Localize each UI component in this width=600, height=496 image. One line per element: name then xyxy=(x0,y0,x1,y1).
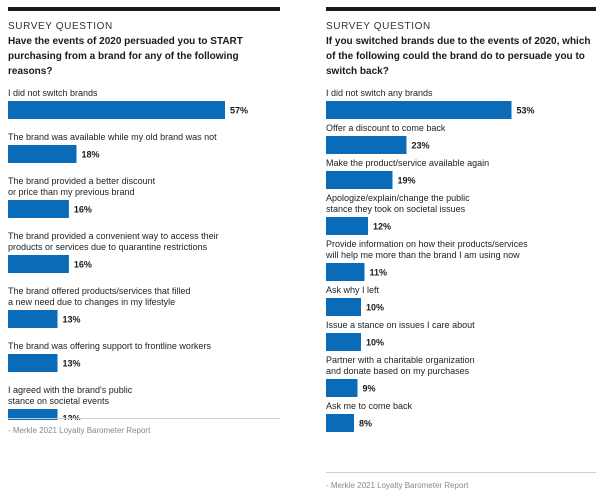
category-label: Ask why I left xyxy=(326,285,380,295)
bar xyxy=(8,409,58,420)
bar xyxy=(326,414,354,432)
category-label: stance they took on societal issues xyxy=(326,204,466,214)
bar xyxy=(8,200,69,218)
value-label: 8% xyxy=(359,419,372,429)
category-label: The brand was offering support to frontl… xyxy=(8,341,211,351)
source-divider xyxy=(326,472,596,473)
value-label: 10% xyxy=(366,303,384,313)
value-label: 13% xyxy=(63,414,81,421)
category-label: The brand provided a convenient way to a… xyxy=(8,231,219,241)
survey-question-text: Have the events of 2020 persuaded you to… xyxy=(8,36,243,77)
bar xyxy=(326,298,361,316)
category-label: Make the product/service available again xyxy=(326,158,489,168)
value-label: 11% xyxy=(370,268,388,278)
category-label: I agreed with the brand's public xyxy=(8,385,133,395)
value-label: 10% xyxy=(366,338,384,348)
survey-question-kicker: SURVEY QUESTION xyxy=(8,21,113,32)
value-label: 16% xyxy=(74,260,92,270)
top-rule xyxy=(326,7,596,11)
bar xyxy=(326,171,393,189)
value-label: 57% xyxy=(230,106,248,116)
left-bar-chart: I did not switch brands 57% The brand was … xyxy=(8,88,248,421)
category-label: Apologize/explain/change the public xyxy=(326,193,470,203)
category-label: or price than my previous brand xyxy=(8,187,135,197)
source-note: - Merkle 2021 Loyalty Barometer Report xyxy=(326,481,469,490)
category-label: The brand provided a better discount xyxy=(8,176,156,186)
bar xyxy=(8,354,58,372)
value-label: 9% xyxy=(363,384,376,394)
bar xyxy=(326,379,358,397)
category-label: The brand was available while my old bra… xyxy=(8,132,217,142)
category-label: I did not switch any brands xyxy=(326,88,433,98)
bar xyxy=(326,101,512,119)
survey-question-text: If you switched brands due to the events… xyxy=(326,36,591,77)
category-label: Offer a discount to come back xyxy=(326,123,446,133)
bar xyxy=(326,333,361,351)
category-label: Provide information on how their product… xyxy=(326,239,528,249)
value-label: 23% xyxy=(412,141,430,151)
value-label: 18% xyxy=(82,150,100,160)
category-label: Ask me to come back xyxy=(326,401,413,411)
bar xyxy=(8,145,77,163)
bar xyxy=(326,136,407,154)
value-label: 12% xyxy=(373,222,391,232)
value-label: 13% xyxy=(63,359,81,369)
category-label: Issue a stance on issues I care about xyxy=(326,320,475,330)
category-label: a new need due to changes in my lifestyl… xyxy=(8,297,175,307)
bar xyxy=(326,263,365,281)
category-label: stance on societal events xyxy=(8,396,110,406)
bar xyxy=(8,310,58,328)
source-divider xyxy=(8,418,280,419)
value-label: 53% xyxy=(517,106,535,116)
bar xyxy=(8,255,69,273)
top-rule xyxy=(8,7,280,11)
value-label: 19% xyxy=(398,176,416,186)
category-label: products or services due to quarantine r… xyxy=(8,242,208,252)
category-label: Partner with a charitable organization xyxy=(326,355,475,365)
category-label: The brand offered products/services that… xyxy=(8,286,190,296)
category-label: and donate based on my purchases xyxy=(326,366,470,376)
value-label: 16% xyxy=(74,205,92,215)
survey-question-kicker: SURVEY QUESTION xyxy=(326,21,431,32)
bar xyxy=(326,217,368,235)
value-label: 13% xyxy=(63,315,81,325)
source-note: - Merkle 2021 Loyalty Barometer Report xyxy=(8,426,151,435)
category-label: I did not switch brands xyxy=(8,88,98,98)
right-bar-chart: I did not switch any brands 53% Offer a di… xyxy=(326,88,535,432)
bar xyxy=(8,101,225,119)
category-label: will help me more than the brand I am us… xyxy=(326,250,520,260)
